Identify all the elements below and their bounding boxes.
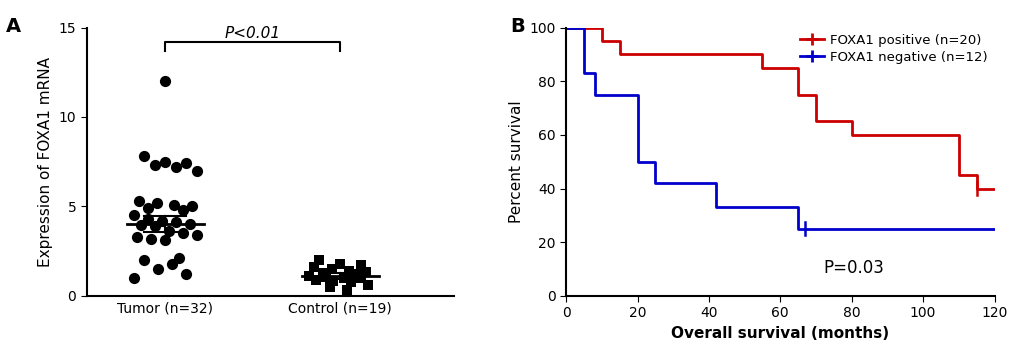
Point xyxy=(171,256,187,261)
Point xyxy=(301,273,317,279)
Point xyxy=(323,266,339,272)
Point xyxy=(314,270,330,275)
Point xyxy=(143,236,159,241)
Point xyxy=(137,257,153,263)
Point xyxy=(318,274,334,280)
Point xyxy=(130,198,147,204)
Point xyxy=(183,204,200,209)
Point xyxy=(157,78,173,84)
Point xyxy=(335,275,352,281)
Point xyxy=(167,164,183,170)
Y-axis label: Expression of FOXA1 mRNA: Expression of FOXA1 mRNA xyxy=(38,57,53,267)
Text: A: A xyxy=(6,17,21,36)
Legend: FOXA1 positive (n=20), FOXA1 negative (n=12): FOXA1 positive (n=20), FOXA1 negative (n… xyxy=(799,34,987,64)
Point xyxy=(164,261,180,266)
Text: P=0.03: P=0.03 xyxy=(822,259,883,277)
Text: B: B xyxy=(510,17,525,36)
Point xyxy=(167,220,183,225)
Point xyxy=(325,278,341,283)
Point xyxy=(161,229,177,234)
Point xyxy=(157,159,173,164)
Point xyxy=(353,263,369,268)
Point xyxy=(189,232,205,238)
Point xyxy=(350,272,366,277)
Point xyxy=(332,261,348,266)
Point xyxy=(340,268,357,273)
Point xyxy=(150,266,166,272)
Point xyxy=(157,238,173,243)
Y-axis label: Percent survival: Percent survival xyxy=(508,100,523,223)
Point xyxy=(174,230,191,236)
Text: P<0.01: P<0.01 xyxy=(224,26,280,41)
Point xyxy=(308,277,324,282)
Point xyxy=(125,275,142,281)
Point xyxy=(140,205,156,211)
Point xyxy=(147,162,163,168)
Point xyxy=(338,288,355,293)
Point xyxy=(149,200,165,206)
Point xyxy=(129,234,146,239)
Point xyxy=(189,168,205,173)
Point xyxy=(132,223,149,228)
Point xyxy=(181,222,198,227)
X-axis label: Overall survival (months): Overall survival (months) xyxy=(671,326,889,341)
Point xyxy=(306,265,322,270)
Point xyxy=(178,161,195,166)
Point xyxy=(147,223,163,229)
Point xyxy=(342,279,359,284)
Point xyxy=(360,282,376,288)
Point xyxy=(166,202,182,207)
Point xyxy=(311,257,327,263)
Point xyxy=(137,153,153,159)
Point xyxy=(125,213,142,218)
Point xyxy=(353,275,369,281)
Point xyxy=(178,272,195,277)
Point xyxy=(321,284,337,290)
Point xyxy=(140,216,156,222)
Point xyxy=(358,269,374,275)
Point xyxy=(154,218,170,224)
Point xyxy=(174,207,191,213)
